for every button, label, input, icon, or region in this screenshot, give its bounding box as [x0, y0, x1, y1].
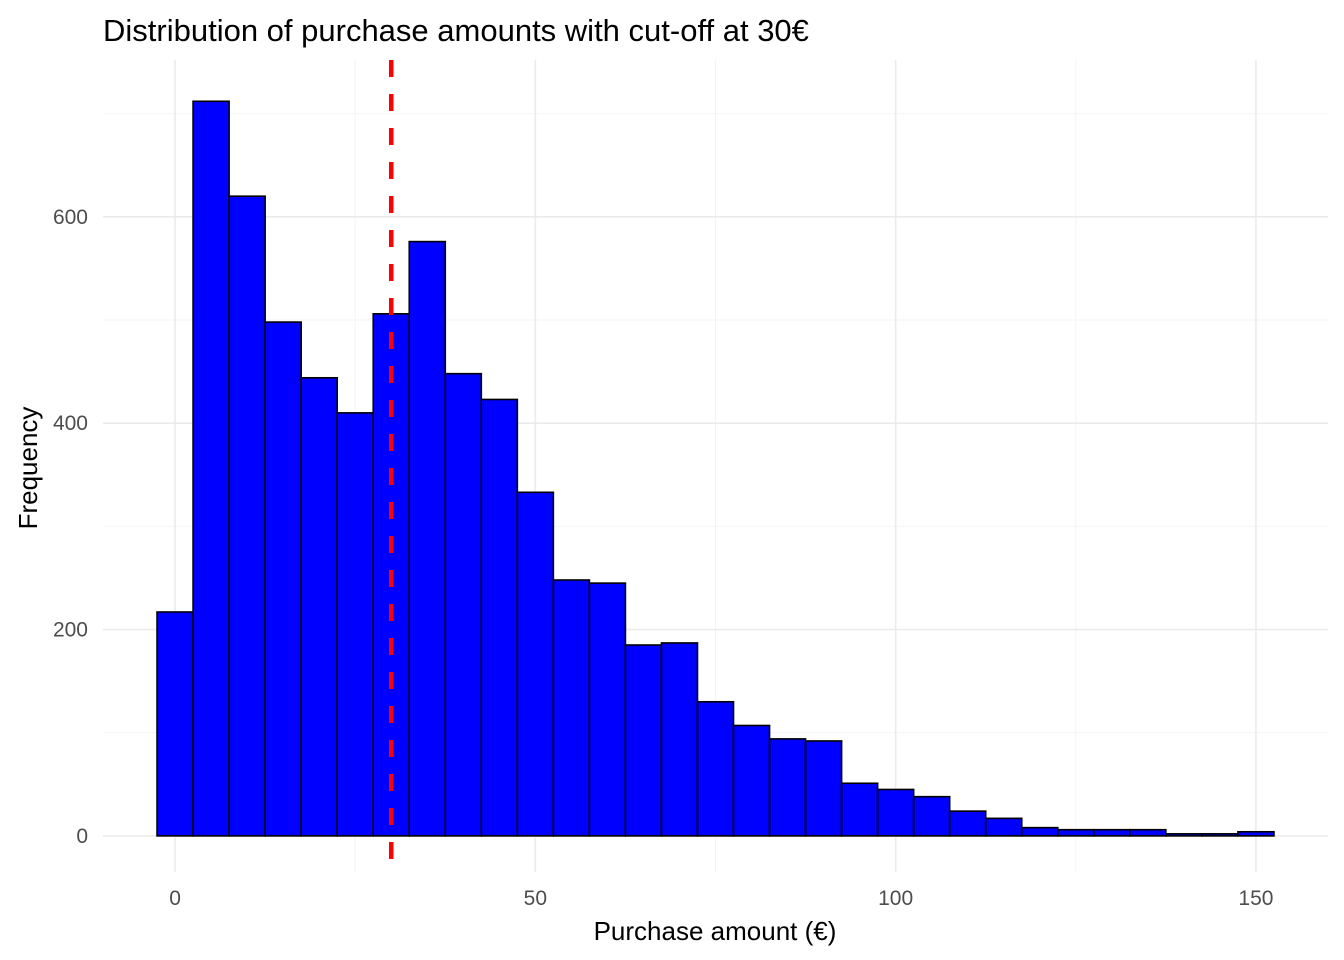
- y-tick-label: 400: [53, 412, 88, 435]
- histogram-bar: [1093, 828, 1131, 837]
- histogram-bar: [1020, 826, 1059, 837]
- histogram-bar: [804, 740, 843, 837]
- histogram-bar: [156, 611, 194, 837]
- x-tick-label: 100: [878, 887, 913, 910]
- x-axis-tick-labels: 0 50 100 150: [169, 887, 1273, 910]
- y-tick-label: 600: [53, 206, 88, 229]
- histogram-bar: [1237, 830, 1275, 837]
- x-tick-label: 150: [1238, 887, 1273, 910]
- y-axis-tick-labels: 0 200 400 600: [53, 206, 88, 848]
- histogram-bar: [696, 700, 735, 837]
- histogram-bar: [228, 195, 266, 837]
- histogram-bar: [1129, 828, 1167, 837]
- histogram-bar: [984, 817, 1023, 837]
- histogram-bar: [912, 795, 951, 837]
- histogram-bar: [1165, 833, 1203, 837]
- histogram-bar: [516, 491, 555, 837]
- chart-title: Distribution of purchase amounts with cu…: [103, 13, 809, 48]
- histogram-bar: [876, 788, 915, 837]
- histogram-bar: [1056, 828, 1095, 837]
- histogram-bars: [156, 100, 1275, 837]
- histogram-bar: [480, 398, 519, 837]
- histogram-bar: [336, 412, 375, 837]
- histogram-bar: [408, 240, 447, 837]
- y-tick-label: 0: [76, 825, 88, 848]
- histogram-bar: [300, 376, 338, 837]
- y-tick-label: 200: [53, 619, 88, 642]
- histogram-bar: [948, 810, 987, 837]
- histogram-bar: [768, 738, 807, 837]
- histogram-bar: [552, 579, 591, 837]
- y-axis-title: Frequency: [13, 407, 43, 530]
- histogram-bar: [1201, 833, 1239, 837]
- histogram-bar: [192, 100, 230, 837]
- histogram-bar: [624, 644, 663, 837]
- x-axis-title: Purchase amount (€): [594, 916, 837, 946]
- x-tick-label: 50: [524, 887, 547, 910]
- histogram-bar: [264, 321, 302, 837]
- histogram-bar: [732, 724, 771, 837]
- histogram-bar: [588, 582, 627, 837]
- histogram-bar: [444, 372, 483, 837]
- histogram-bar: [840, 782, 879, 837]
- histogram-bar: [660, 642, 699, 837]
- x-tick-label: 0: [169, 887, 181, 910]
